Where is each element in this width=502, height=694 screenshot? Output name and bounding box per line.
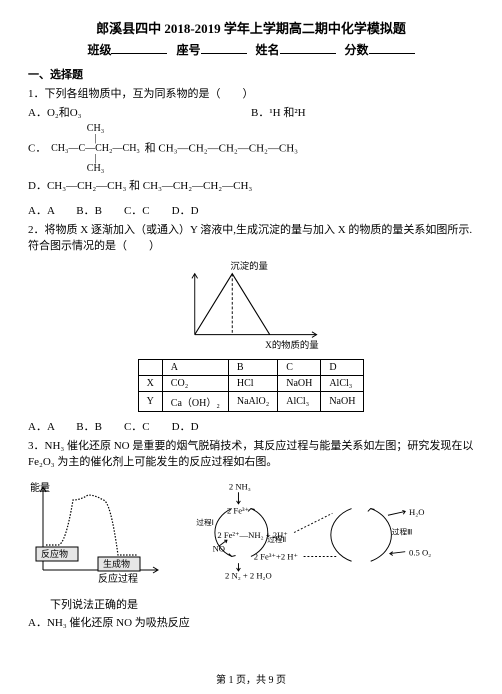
q1-optD-label: D． — [28, 180, 47, 192]
table-header: A — [162, 359, 228, 375]
q1-stem: 1．下列各组物质中，互为同系物的是（ ） — [28, 86, 474, 103]
q3-optA: A．NH₃ 催化还原 NO 为吸热反应 — [28, 615, 474, 633]
energy-x-label: 反应过程 — [98, 572, 138, 585]
energy-reactant: 反应物 — [41, 548, 68, 559]
q2-chart: 沉淀的量 X的物质的量 — [176, 259, 326, 357]
table-cell: Y — [138, 391, 162, 411]
cycle-no: NO — [213, 543, 225, 553]
q2-chart-svg: 沉淀的量 X的物质的量 — [176, 259, 326, 354]
section-1-heading: 一、选择题 — [28, 66, 474, 82]
q1-optC-right: CH₃—CH₂—CH₂—CH₂—CH₃ — [158, 143, 298, 155]
table-header — [138, 359, 162, 375]
table-cell: CO₂ — [162, 375, 228, 391]
q3-energy-diagram: 能量 反应物 生成物 反应过程 — [28, 475, 168, 588]
class-blank — [111, 42, 167, 54]
table-cell: Ca（OH）₂ — [162, 391, 228, 411]
cycle-fe3h: 2 Fe³⁺+2 H⁺ — [254, 551, 299, 561]
q1-optC-label: C． — [28, 143, 46, 155]
cycle-h2o: H₂O — [409, 507, 424, 517]
header-line: 班级 座号 姓名 分数 — [28, 41, 474, 58]
q2-y-label: 沉淀的量 — [230, 260, 267, 272]
q3-stem: 3．NH₃ 催化还原 NO 是重要的烟气脱硝技术，其反应过程与能量关系如左图；研… — [28, 438, 474, 471]
q1-optC-join: 和 — [145, 143, 159, 155]
cycle-step1: 过程Ⅰ — [196, 517, 214, 527]
q2-stem: 2．将物质 X 逐渐加入（或通入）Y 溶液中,生成沉淀的量与加入 X 的物质的量… — [28, 222, 474, 255]
name-label: 姓名 — [256, 43, 280, 57]
table-cell: HCl — [228, 375, 277, 391]
energy-product: 生成物 — [103, 558, 130, 569]
seat-blank — [201, 42, 247, 54]
class-label: 班级 — [87, 43, 111, 57]
q3-tail: 下列说法正确的是 — [28, 597, 474, 614]
q1-optD: CH₃—CH₂—CH₃ 和 CH₃—CH₂—CH₂—CH₃ — [47, 180, 252, 192]
score-blank — [369, 42, 415, 54]
cycle-fe3: 2 Fe³⁺ — [227, 505, 250, 515]
table-cell: AlCl₃ — [321, 375, 364, 391]
q3-figures: 能量 反应物 生成物 反应过程 2 NH₃ 过程Ⅰ 2 Fe³⁺ 2 Fe²⁺—… — [28, 475, 474, 593]
q2-answer-row: A．A B．B C．C D．D — [28, 418, 474, 434]
table-cell: X — [138, 375, 162, 391]
q1-optA: O₂和O₃ — [47, 107, 82, 119]
energy-y-label: 能量 — [30, 481, 50, 494]
cycle-nh3: 2 NH₃ — [229, 481, 251, 491]
q1-options: A．O₂和O₃ B．¹H 和²H C． CH₃ | CH₃—C—CH₂—CH₃ … — [28, 105, 474, 196]
q1-answer-row: A．A B．B C．C D．D — [28, 202, 474, 218]
q2-table: ABCDXCO₂HClNaOHAlCl₃YCa（OH）₂NaAlO₂AlCl₃N… — [138, 359, 365, 412]
q3-cycle-diagram: 2 NH₃ 过程Ⅰ 2 Fe³⁺ 2 Fe²⁺—NH₂ + 2H⁺ NO 过程Ⅱ… — [178, 475, 474, 593]
seat-label: 座号 — [176, 43, 200, 57]
table-header: C — [278, 359, 321, 375]
table-cell: NaAlO₂ — [228, 391, 277, 411]
exam-title: 郎溪县四中 2018-2019 学年上学期高二期中化学模拟题 — [28, 18, 474, 37]
table-cell: NaOH — [321, 391, 364, 411]
name-blank — [280, 42, 336, 54]
table-header: B — [228, 359, 277, 375]
cycle-step3: 过程Ⅲ — [392, 526, 413, 536]
q1-optC-structure: CH₃ | CH₃—C—CH₂—CH₃ | CH₃ — [51, 124, 140, 174]
cycle-n2h2o: 2 N₂ + 2 H₂O — [225, 570, 272, 580]
table-cell: NaOH — [278, 375, 321, 391]
score-label: 分数 — [345, 43, 369, 57]
q1-optB: ¹H 和²H — [269, 107, 305, 119]
q1-optA-label: A． — [28, 107, 47, 119]
q1-optB-label: B． — [251, 107, 269, 119]
q2-x-label: X的物质的量 — [265, 338, 319, 350]
page-footer: 第 1 页，共 9 页 — [0, 671, 502, 686]
table-cell: AlCl₃ — [278, 391, 321, 411]
cycle-step2: 过程Ⅱ — [267, 534, 286, 544]
table-header: D — [321, 359, 364, 375]
cycle-o2: 0.5 O₂ — [409, 547, 431, 557]
